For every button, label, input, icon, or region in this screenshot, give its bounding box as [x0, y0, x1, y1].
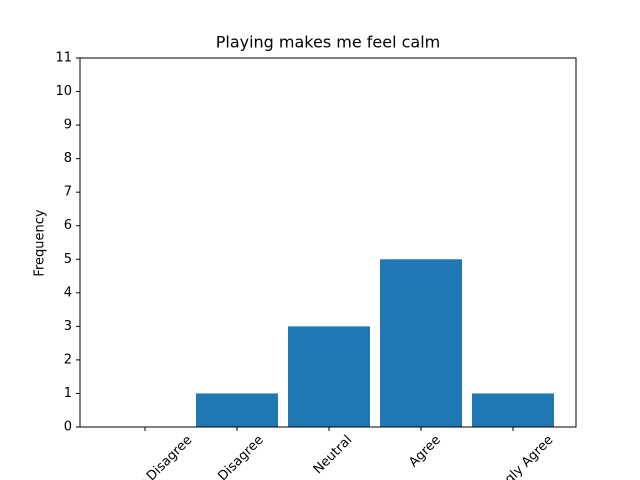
- y-tick-label: 6: [64, 218, 72, 233]
- y-tick-label: 4: [64, 285, 72, 300]
- y-tick-label: 7: [64, 185, 72, 200]
- bar: [380, 259, 462, 427]
- y-tick-label: 8: [64, 151, 72, 166]
- y-tick-label: 1: [64, 386, 72, 401]
- y-tick-label: 9: [64, 118, 72, 133]
- bar: [472, 393, 554, 427]
- plot-frame: [79, 57, 577, 428]
- x-tick-label: Agree: [406, 433, 444, 471]
- x-tick-label: Strongly Agree: [478, 433, 557, 480]
- y-axis-label: Frequency: [33, 209, 48, 276]
- x-tick-label: Neutral: [311, 433, 356, 478]
- x-tick-label: Strongly Disagree: [103, 433, 196, 480]
- x-tick-label: Disagree: [215, 433, 266, 480]
- y-tick-label: 0: [64, 420, 72, 435]
- bar: [196, 393, 278, 427]
- chart-title: Playing makes me feel calm: [216, 33, 441, 52]
- y-tick-label: 11: [55, 51, 72, 66]
- y-tick-label: 2: [64, 352, 72, 367]
- y-tick-label: 10: [55, 84, 72, 99]
- bar: [288, 326, 370, 427]
- y-tick-label: 3: [64, 319, 72, 334]
- y-tick-label: 5: [64, 252, 72, 267]
